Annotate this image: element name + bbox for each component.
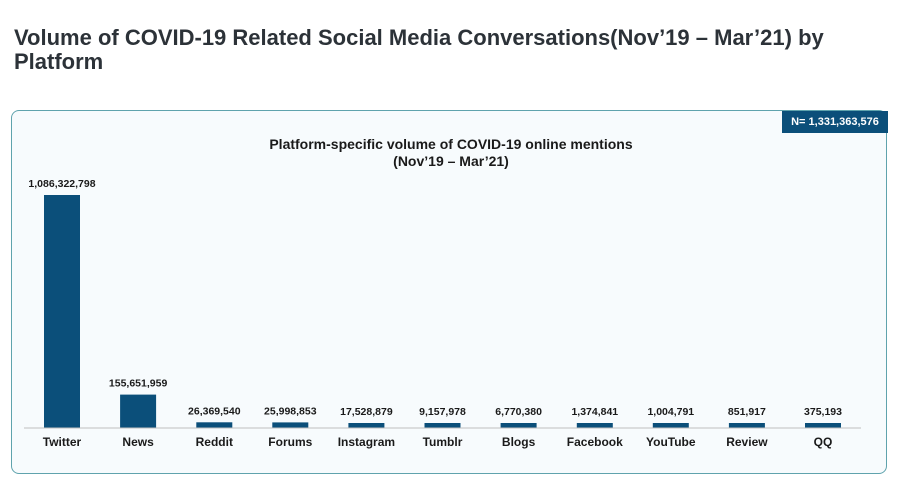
value-label-news: 155,651,959 — [109, 378, 168, 390]
bar-qq — [805, 423, 841, 428]
value-label-forums: 25,998,853 — [264, 405, 317, 417]
value-label-facebook: 1,374,841 — [571, 406, 618, 418]
category-label-facebook: Facebook — [567, 435, 623, 449]
value-label-instagram: 17,528,879 — [340, 406, 393, 418]
category-label-blogs: Blogs — [502, 435, 536, 449]
category-label-twitter: Twitter — [43, 435, 82, 449]
chart-panel — [11, 110, 887, 474]
bar-twitter — [44, 195, 80, 428]
value-label-blogs: 6,770,380 — [495, 406, 542, 418]
total-count-badge: N= 1,331,363,576 — [782, 111, 888, 133]
category-label-review: Review — [726, 435, 768, 449]
category-label-news: News — [122, 435, 154, 449]
chart-subtitle: (Nov’19 – Mar’21) — [393, 153, 509, 169]
chart-title: Platform-specific volume of COVID-19 onl… — [269, 136, 632, 152]
bar-blogs — [500, 423, 537, 428]
bars-layer: 1,086,322,798 Twitter 155,651,959 News 26,36… — [28, 178, 842, 449]
bar-review — [728, 423, 765, 428]
bar-reddit — [196, 422, 233, 428]
category-label-tumblr: Tumblr — [423, 435, 463, 449]
value-label-tumblr: 9,157,978 — [419, 406, 466, 418]
category-label-forums: Forums — [268, 435, 312, 449]
bar-youtube — [652, 423, 689, 428]
value-label-qq: 375,193 — [804, 406, 842, 418]
value-label-review: 851,917 — [728, 406, 766, 418]
category-label-qq: QQ — [814, 435, 833, 449]
value-label-reddit: 26,369,540 — [188, 405, 241, 417]
bar-instagram — [348, 423, 385, 428]
category-label-instagram: Instagram — [338, 435, 395, 449]
page-title: Volume of COVID-19 Related Social Media … — [14, 25, 824, 74]
bar-tumblr — [424, 423, 461, 428]
value-label-youtube: 1,004,791 — [647, 406, 694, 418]
bar-forums — [272, 422, 309, 428]
category-label-youtube: YouTube — [646, 435, 696, 449]
value-label-twitter: 1,086,322,798 — [28, 178, 95, 190]
bar-news — [120, 394, 157, 428]
category-label-reddit: Reddit — [196, 435, 233, 449]
bar-facebook — [576, 423, 613, 428]
